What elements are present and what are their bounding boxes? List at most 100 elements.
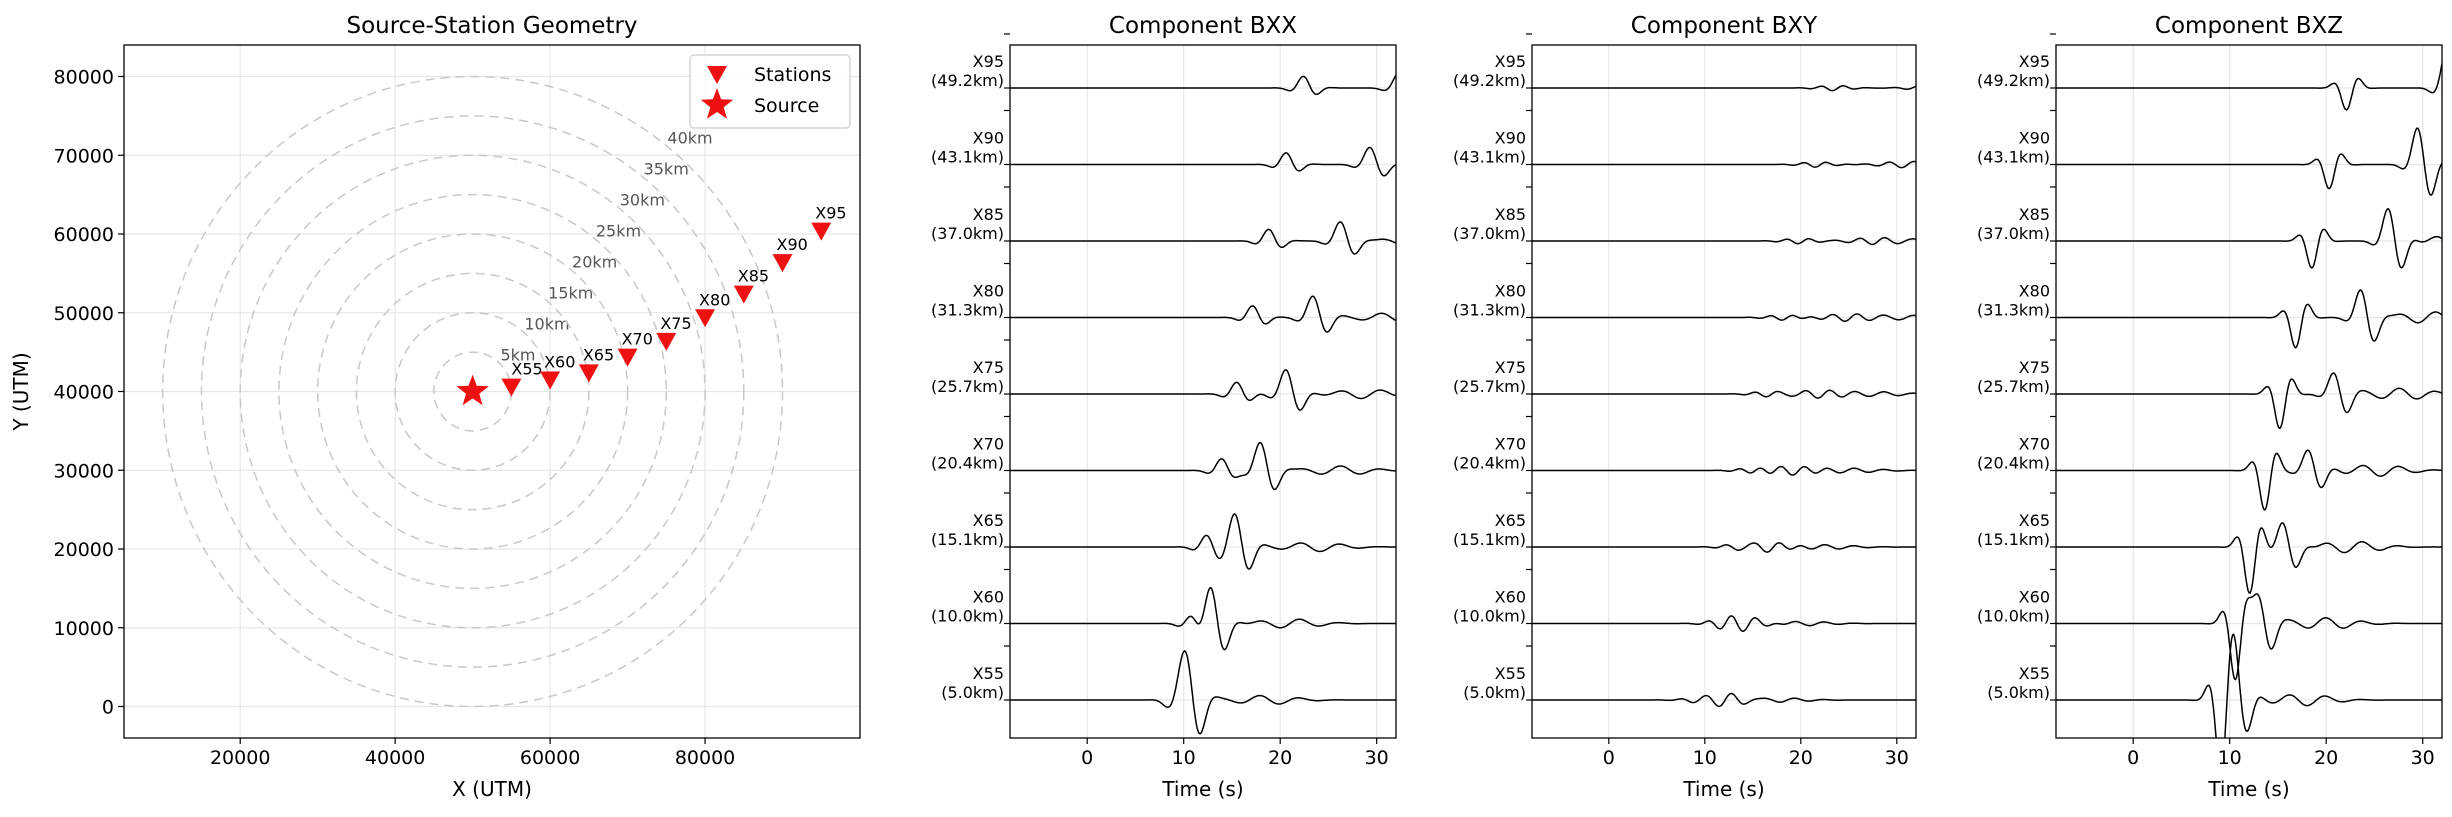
waveform-x-axis-label: Time (s) — [1161, 777, 1243, 801]
waveform-x-tick-label: 20 — [1268, 747, 1292, 769]
waveform-x-tick-label: 20 — [2314, 747, 2338, 769]
trace-line — [2056, 449, 2442, 511]
geometry-y-tick-label: 60000 — [54, 224, 114, 246]
station-label: X95 — [815, 204, 846, 223]
trace-line — [1532, 692, 1916, 708]
trace-station-label: X55 — [1495, 664, 1526, 683]
trace-distance-label: (37.0km) — [1453, 224, 1526, 243]
waveform-x-tick-label: 0 — [1603, 747, 1615, 769]
distance-ring-label: 35km — [644, 159, 689, 178]
station-label: X80 — [699, 290, 730, 309]
trace-station-label: X85 — [973, 205, 1004, 224]
trace-station-label: X90 — [1495, 129, 1526, 148]
geometry-x-tick-label: 40000 — [365, 747, 425, 769]
trace-station-label: X80 — [973, 282, 1004, 301]
geometry-x-axis-label: X (UTM) — [452, 777, 532, 801]
waveform-x-tick-label: 10 — [2218, 747, 2242, 769]
trace-distance-label: (10.0km) — [1453, 607, 1526, 626]
trace-station-label: X95 — [973, 52, 1004, 71]
trace-station-label: X55 — [2019, 664, 2050, 683]
trace-line — [2056, 522, 2442, 595]
geometry-y-tick-label: 50000 — [54, 303, 114, 325]
legend-source-marker — [700, 88, 734, 119]
trace-station-label: X85 — [2019, 205, 2050, 224]
waveform-title: Component BXX — [1109, 13, 1297, 39]
trace-line — [1532, 542, 1916, 553]
source-marker — [456, 374, 489, 406]
station-label: X85 — [738, 267, 769, 286]
trace-line — [1532, 236, 1916, 246]
waveform-x-tick-label: 20 — [1789, 747, 1813, 769]
station-label: X75 — [660, 314, 691, 333]
trace-line — [2056, 63, 2442, 111]
trace-station-label: X75 — [1495, 358, 1526, 377]
trace-line — [2056, 289, 2442, 349]
trace-distance-label: (31.3km) — [1453, 301, 1526, 320]
trace-station-label: X70 — [973, 435, 1004, 454]
trace-station-label: X70 — [2019, 435, 2050, 454]
trace-station-label: X65 — [973, 511, 1004, 530]
trace-line — [1010, 146, 1396, 177]
trace-station-label: X70 — [1495, 435, 1526, 454]
trace-distance-label: (20.4km) — [1977, 454, 2050, 473]
geometry-y-tick-label: 10000 — [54, 618, 114, 640]
distance-ring-label: 20km — [572, 252, 617, 271]
geometry-y-tick-label: 80000 — [54, 67, 114, 89]
distance-ring — [278, 193, 668, 590]
waveform-x-axis-label: Time (s) — [2207, 777, 2289, 801]
waveform-x-tick-label: 0 — [2127, 747, 2139, 769]
station-marker — [733, 285, 754, 304]
waveform-axes-frame — [2055, 44, 2443, 739]
distance-ring — [355, 272, 590, 511]
trace-distance-label: (15.1km) — [931, 530, 1004, 549]
trace-distance-label: (5.0km) — [1987, 683, 2050, 702]
waveform-axes-frame — [1009, 44, 1397, 739]
trace-station-label: X90 — [973, 129, 1004, 148]
station-label: X55 — [511, 360, 542, 379]
geometry-y-tick-label: 40000 — [54, 382, 114, 404]
distance-ring-label: 15km — [548, 283, 593, 302]
waveform-axes-frame — [1531, 44, 1917, 739]
trace-distance-label: (25.7km) — [1453, 377, 1526, 396]
trace-distance-label: (43.1km) — [1453, 148, 1526, 167]
station-label: X70 — [622, 330, 653, 349]
distance-ring — [161, 75, 784, 708]
waveform-x-tick-label: 0 — [1081, 747, 1093, 769]
legend-stations-marker — [707, 66, 727, 84]
legend-stations-label: Stations — [754, 64, 831, 86]
waveform-x-tick-label: 30 — [1365, 747, 1389, 769]
legend-box — [689, 54, 851, 129]
trace-distance-label: (25.7km) — [931, 377, 1004, 396]
distance-ring — [316, 233, 629, 550]
trace-line — [1010, 74, 1396, 96]
distance-ring — [239, 154, 706, 629]
trace-distance-label: (5.0km) — [1463, 683, 1526, 702]
distance-ring — [394, 312, 551, 471]
geometry-title: Source-Station Geometry — [346, 13, 637, 39]
trace-line — [2056, 127, 2442, 196]
station-marker — [811, 222, 832, 241]
trace-station-label: X60 — [1495, 588, 1526, 607]
trace-distance-label: (37.0km) — [1977, 224, 2050, 243]
trace-station-label: X60 — [973, 588, 1004, 607]
distance-ring — [200, 115, 745, 668]
station-marker — [772, 254, 793, 273]
trace-line — [1532, 160, 1916, 169]
trace-distance-label: (49.2km) — [931, 71, 1004, 90]
station-marker — [695, 309, 716, 328]
trace-distance-label: (25.7km) — [1977, 377, 2050, 396]
trace-distance-label: (31.3km) — [931, 301, 1004, 320]
waveform-x-tick-label: 30 — [1885, 747, 1909, 769]
trace-distance-label: (15.1km) — [1977, 530, 2050, 549]
trace-station-label: X95 — [1495, 52, 1526, 71]
station-marker — [578, 364, 599, 383]
trace-line — [1010, 513, 1396, 570]
waveform-x-axis-label: Time (s) — [1682, 777, 1764, 801]
trace-station-label: X75 — [973, 358, 1004, 377]
trace-line — [1532, 85, 1916, 92]
distance-ring-label: 30km — [620, 190, 665, 209]
trace-distance-label: (20.4km) — [931, 454, 1004, 473]
trace-line — [1010, 441, 1396, 491]
trace-station-label: X95 — [2019, 52, 2050, 71]
